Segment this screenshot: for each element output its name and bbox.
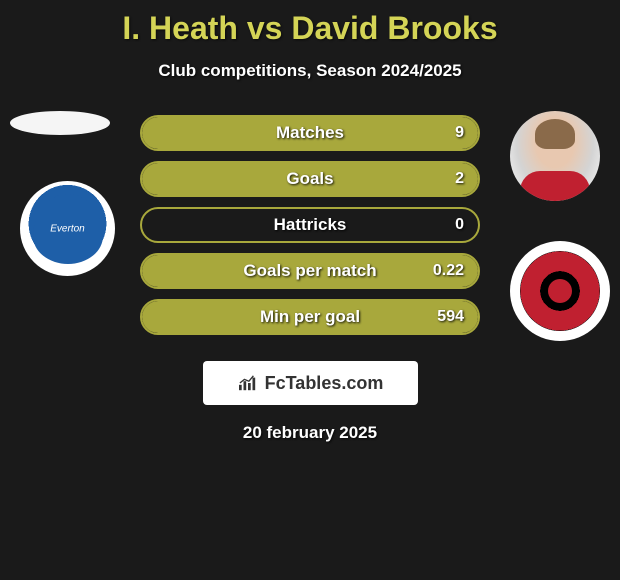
- stat-label: Min per goal: [142, 307, 478, 327]
- stat-label: Goals per match: [142, 261, 478, 281]
- stat-label: Hattricks: [142, 215, 478, 235]
- stat-value-right: 9: [455, 124, 464, 142]
- stat-row: Min per goal594: [140, 299, 480, 335]
- source-logo-text: FcTables.com: [265, 373, 384, 394]
- club-right-badge: [510, 241, 610, 341]
- club-left-label: Everton: [50, 223, 84, 234]
- stat-label: Goals: [142, 169, 478, 189]
- date-label: 20 february 2025: [0, 423, 620, 443]
- stat-row: Matches9: [140, 115, 480, 151]
- stat-row: Goals per match0.22: [140, 253, 480, 289]
- stat-row: Goals2: [140, 161, 480, 197]
- stat-value-right: 594: [437, 308, 464, 326]
- stat-label: Matches: [142, 123, 478, 143]
- chart-icon: [237, 374, 259, 392]
- source-logo[interactable]: FcTables.com: [203, 361, 418, 405]
- stat-row: Hattricks0: [140, 207, 480, 243]
- stat-value-right: 2: [455, 170, 464, 188]
- club-left-badge: Everton: [20, 181, 115, 276]
- stat-value-right: 0.22: [433, 262, 464, 280]
- player-right-photo: [510, 111, 600, 201]
- stat-rows: Matches9Goals2Hattricks0Goals per match0…: [140, 115, 480, 345]
- stat-value-right: 0: [455, 216, 464, 234]
- page-title: I. Heath vs David Brooks: [0, 0, 620, 47]
- subtitle: Club competitions, Season 2024/2025: [0, 61, 620, 81]
- comparison-area: Everton Matches9 Goals2 Hattricks0 Goals pe…: [0, 121, 620, 351]
- player-left-photo: [10, 111, 110, 135]
